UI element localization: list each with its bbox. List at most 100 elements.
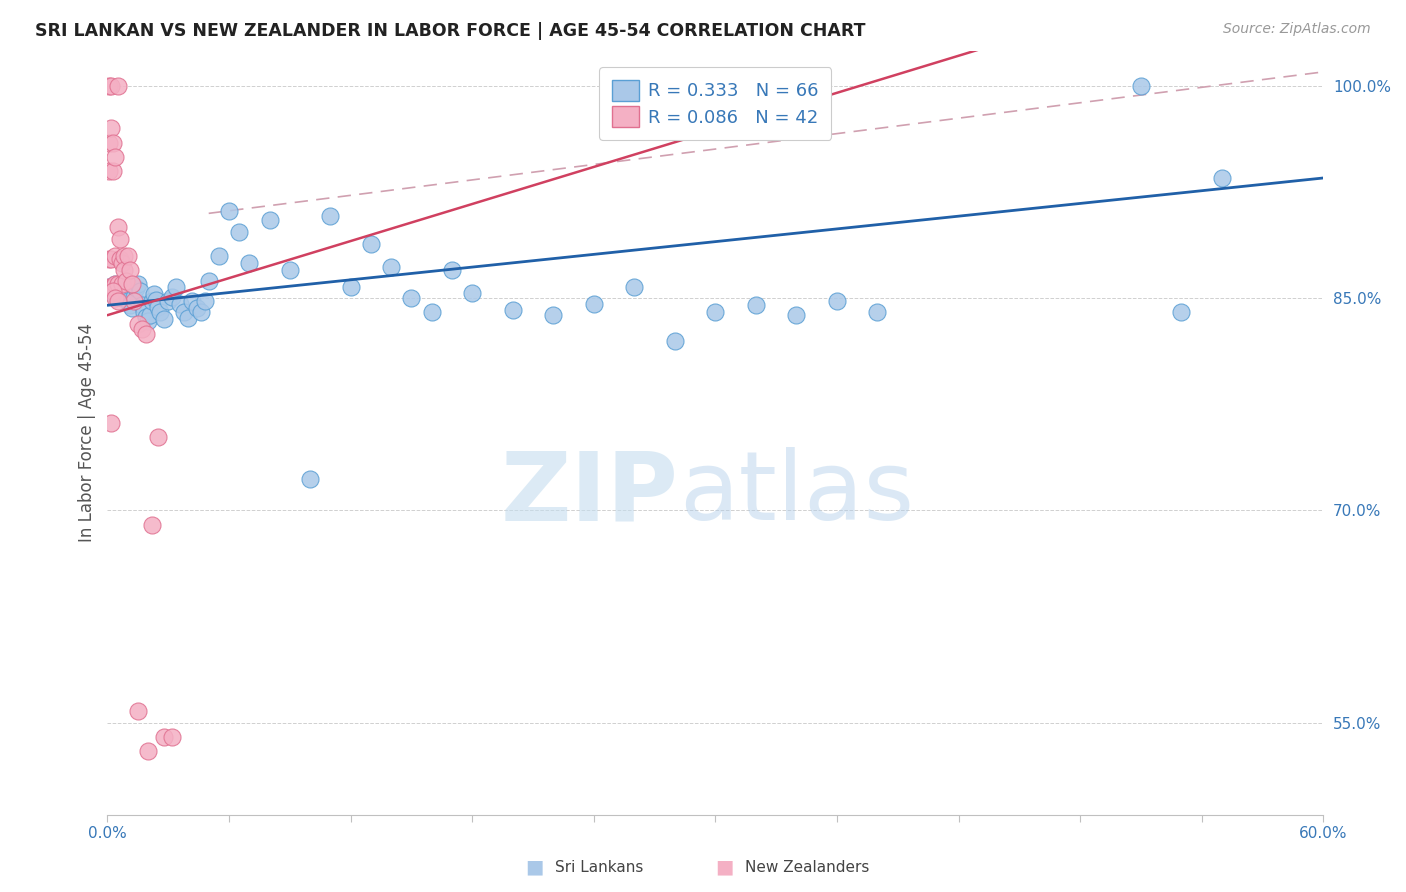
Point [238,256,260,270]
Point [259,213,281,227]
Point [107,220,129,235]
Point [319,209,342,223]
Point [117,293,139,308]
Point [623,280,645,294]
Point [107,293,129,308]
Text: Sri Lankans: Sri Lankans [555,861,644,875]
Point [401,291,423,305]
Point [114,287,136,301]
Point [110,291,132,305]
Point [100,121,122,136]
Point [108,252,131,266]
Point [136,314,159,328]
Point [121,301,143,315]
Point [98,164,121,178]
Point [190,305,212,319]
Point [132,305,155,319]
Point [103,164,125,178]
Point [146,300,169,314]
Point [160,730,183,744]
Point [110,277,132,291]
Point [177,311,200,326]
Point [107,283,129,297]
Point [153,730,176,744]
Point [121,277,143,291]
Point [100,284,122,298]
Point [100,416,122,430]
Point [98,136,121,150]
Point [141,293,163,308]
Point [866,305,889,319]
Point [1129,78,1152,93]
Text: New Zealanders: New Zealanders [745,861,869,875]
Point [208,249,231,263]
Point [98,252,121,266]
Point [118,298,141,312]
Point [194,293,217,308]
Point [112,281,135,295]
Point [103,136,125,150]
Point [186,301,208,315]
Point [380,260,402,274]
Point [160,290,183,304]
Point [745,298,768,312]
Point [108,232,131,246]
Point [127,317,149,331]
Point [228,225,250,239]
Point [825,293,848,308]
Point [122,290,145,304]
Text: Source: ZipAtlas.com: Source: ZipAtlas.com [1223,22,1371,37]
Point [165,280,187,294]
Point [135,326,157,341]
Point [299,472,322,486]
Text: ■: ■ [714,857,734,876]
Text: ZIP: ZIP [501,447,679,541]
Point [98,280,121,294]
Point [339,280,361,294]
Point [440,263,463,277]
Point [104,277,127,291]
Point [114,274,136,288]
Point [139,308,162,322]
Point [173,305,195,319]
Point [131,298,153,312]
Point [100,78,122,93]
Point [104,291,127,305]
Point [461,285,484,300]
Point [582,297,605,311]
Point [117,249,139,263]
Point [181,293,204,308]
Point [107,78,129,93]
Point [1211,171,1233,186]
Point [107,277,129,291]
Point [127,704,149,718]
Point [785,308,807,322]
Point [100,252,122,266]
Point [108,288,131,302]
Point [135,310,157,324]
Point [664,334,686,348]
Point [131,322,153,336]
Text: SRI LANKAN VS NEW ZEALANDER IN LABOR FORCE | AGE 45-54 CORRELATION CHART: SRI LANKAN VS NEW ZEALANDER IN LABOR FOR… [35,22,866,40]
Point [110,256,132,270]
Point [149,305,172,319]
Point [157,293,180,308]
Point [98,78,121,93]
Point [118,263,141,277]
Point [218,203,240,218]
Point [420,305,443,319]
Point [103,287,125,301]
Point [153,312,176,326]
Point [103,284,125,298]
Point [100,280,122,294]
Point [103,280,125,294]
Text: atlas: atlas [679,447,914,541]
Point [278,263,301,277]
Point [125,281,148,295]
Y-axis label: In Labor Force | Age 45-54: In Labor Force | Age 45-54 [79,323,96,542]
Point [136,744,159,758]
Point [122,293,145,308]
Point [141,517,163,532]
Point [128,284,150,298]
Point [146,430,169,444]
